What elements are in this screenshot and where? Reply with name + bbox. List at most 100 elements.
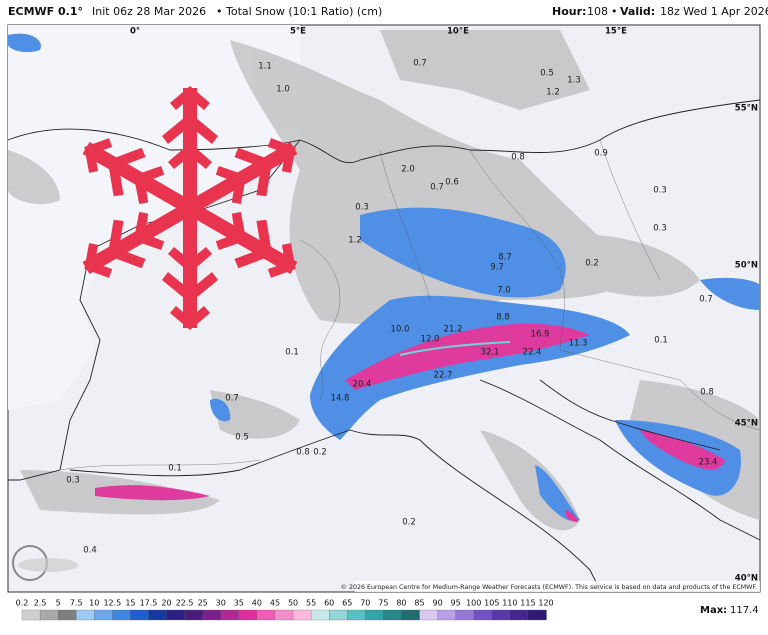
snow-label: 11.3 (569, 339, 588, 349)
snow-label: 0.6 (445, 178, 459, 188)
hour: 108 (587, 5, 608, 18)
colorbar-segment (274, 609, 294, 621)
lat-label: 45°N (735, 419, 758, 429)
snow-label: 1.3 (567, 76, 581, 86)
lon-label: 15°E (605, 27, 627, 37)
snowflake-icon (70, 86, 310, 330)
colorbar-tick-label: 20 (161, 599, 171, 608)
colorbar-tick-label: 50 (288, 599, 298, 608)
colorbar-tick-label: 105 (484, 599, 499, 608)
colorbar-segment (76, 609, 95, 621)
max-label: Max: (700, 605, 727, 616)
colorbar-tick-label: 7.5 (70, 599, 83, 608)
init: Init 06z 28 Mar 2026 (92, 5, 206, 18)
colorbar-segment (256, 609, 276, 621)
colorbar-segment (310, 609, 330, 621)
very-heavy-snow (399, 341, 511, 356)
snow-label: 0.3 (355, 203, 369, 213)
colorbar-tick-label: 90 (432, 599, 442, 608)
colorbar-segment (509, 609, 529, 621)
snow-label: 0.1 (285, 348, 299, 358)
lon-label: 0° (130, 27, 140, 37)
snow-label: 20.4 (353, 380, 372, 390)
credit-background (355, 581, 760, 592)
lat-label: 40°N (735, 574, 758, 584)
colorbar-segment (130, 609, 150, 621)
colorbar-tick-label: 22.5 (176, 599, 194, 608)
colorbar-tick-label: 100 (466, 599, 481, 608)
snow-label: 22.4 (523, 348, 542, 358)
sea (8, 25, 300, 410)
colorbar-segment (166, 609, 186, 621)
colorbar-tick-label: 30 (216, 599, 226, 608)
colorbar-segment (57, 609, 77, 621)
snow-label: 9.7 (490, 263, 504, 273)
colorbar-segment (401, 609, 421, 621)
bullet: • (611, 5, 618, 18)
snow-label: 0.2 (313, 448, 327, 458)
snow-label: 0.5 (540, 69, 554, 79)
lon-label: 5°E (290, 27, 306, 37)
snow-label: 0.9 (594, 149, 608, 159)
colorbar: 0.2 2.5 5 7.5 10 12.5 15 17.5 20 22.5 25 30 35 40 45 50… (16, 599, 554, 621)
snow-label: 10.0 (391, 325, 410, 335)
lat-label: 50°N (735, 261, 758, 271)
snow-label: 12.0 (421, 335, 440, 345)
snow-label: 0.7 (413, 59, 427, 69)
colorbar-segment (148, 609, 168, 621)
snow-label: 0.8 (296, 448, 310, 458)
colorbar-segment (473, 609, 493, 621)
snow-label: 1.1 (258, 62, 272, 72)
colorbar-tick-label: 110 (502, 599, 517, 608)
colorbar-segment (383, 609, 403, 621)
colorbar-tick-label: 12.5 (103, 599, 121, 608)
colorbar-tick-label: 35 (234, 599, 244, 608)
colorbar-tick-label: 15 (125, 599, 135, 608)
credit: © 2026 European Centre for Medium-Range … (341, 583, 757, 591)
snow-label: 22.7 (434, 371, 453, 381)
colorbar-tick-label: 85 (414, 599, 424, 608)
snow-label: 2.0 (401, 165, 415, 175)
colorbar-segment (238, 609, 258, 621)
colorbar-segment (329, 609, 348, 621)
snow-label: 14.8 (331, 394, 350, 404)
bullet: • (216, 5, 223, 18)
colorbar-segment (202, 609, 222, 621)
colorbar-tick-label: 45 (270, 599, 280, 608)
lat-label: 55°N (735, 104, 758, 114)
snow-label: 0.1 (168, 464, 182, 474)
snow-label: 0.2 (402, 518, 416, 528)
snow-label: 8.8 (496, 313, 510, 323)
colorbar-segment (365, 609, 385, 621)
snow-label: 23.4 (699, 458, 718, 468)
lon-label: 10°E (447, 27, 469, 37)
colorbar-segment (527, 609, 547, 621)
snow-label: 16.9 (531, 330, 550, 340)
colorbar-tick-label: 115 (520, 599, 535, 608)
colorbar-tick-label: 17.5 (140, 599, 158, 608)
colorbar-tick-label: 0.2 (16, 599, 29, 608)
snow-label: 0.8 (511, 153, 525, 163)
colorbar-segment (455, 609, 475, 621)
snow-label: 0.5 (235, 433, 249, 443)
colorbar-segment (220, 609, 240, 621)
snow-label: 0.7 (430, 183, 444, 193)
map: © 2026 European Centre for Medium-Range … (7, 24, 761, 593)
borders (59, 139, 761, 471)
valid-label: Valid: (620, 5, 655, 18)
snow-label: 21.2 (444, 325, 463, 335)
colorbar-tick-label: 70 (360, 599, 370, 608)
colorbar-tick-label: 2.5 (34, 599, 47, 608)
snow-label: 0.3 (653, 186, 667, 196)
snow-label: 1.2 (348, 236, 362, 246)
colorbar-segment (112, 609, 132, 621)
colorbar-tick-label: 40 (252, 599, 262, 608)
snow-label: 0.3 (653, 224, 667, 234)
colorbar-tick-label: 5 (56, 599, 61, 608)
heavy-snow (95, 323, 725, 522)
product: Total Snow (10:1 Ratio) (cm) (225, 5, 382, 18)
colorbar-segment (292, 609, 312, 621)
colorbar-tick-label: 80 (396, 599, 406, 608)
colorbar-tick-label: 25 (198, 599, 208, 608)
